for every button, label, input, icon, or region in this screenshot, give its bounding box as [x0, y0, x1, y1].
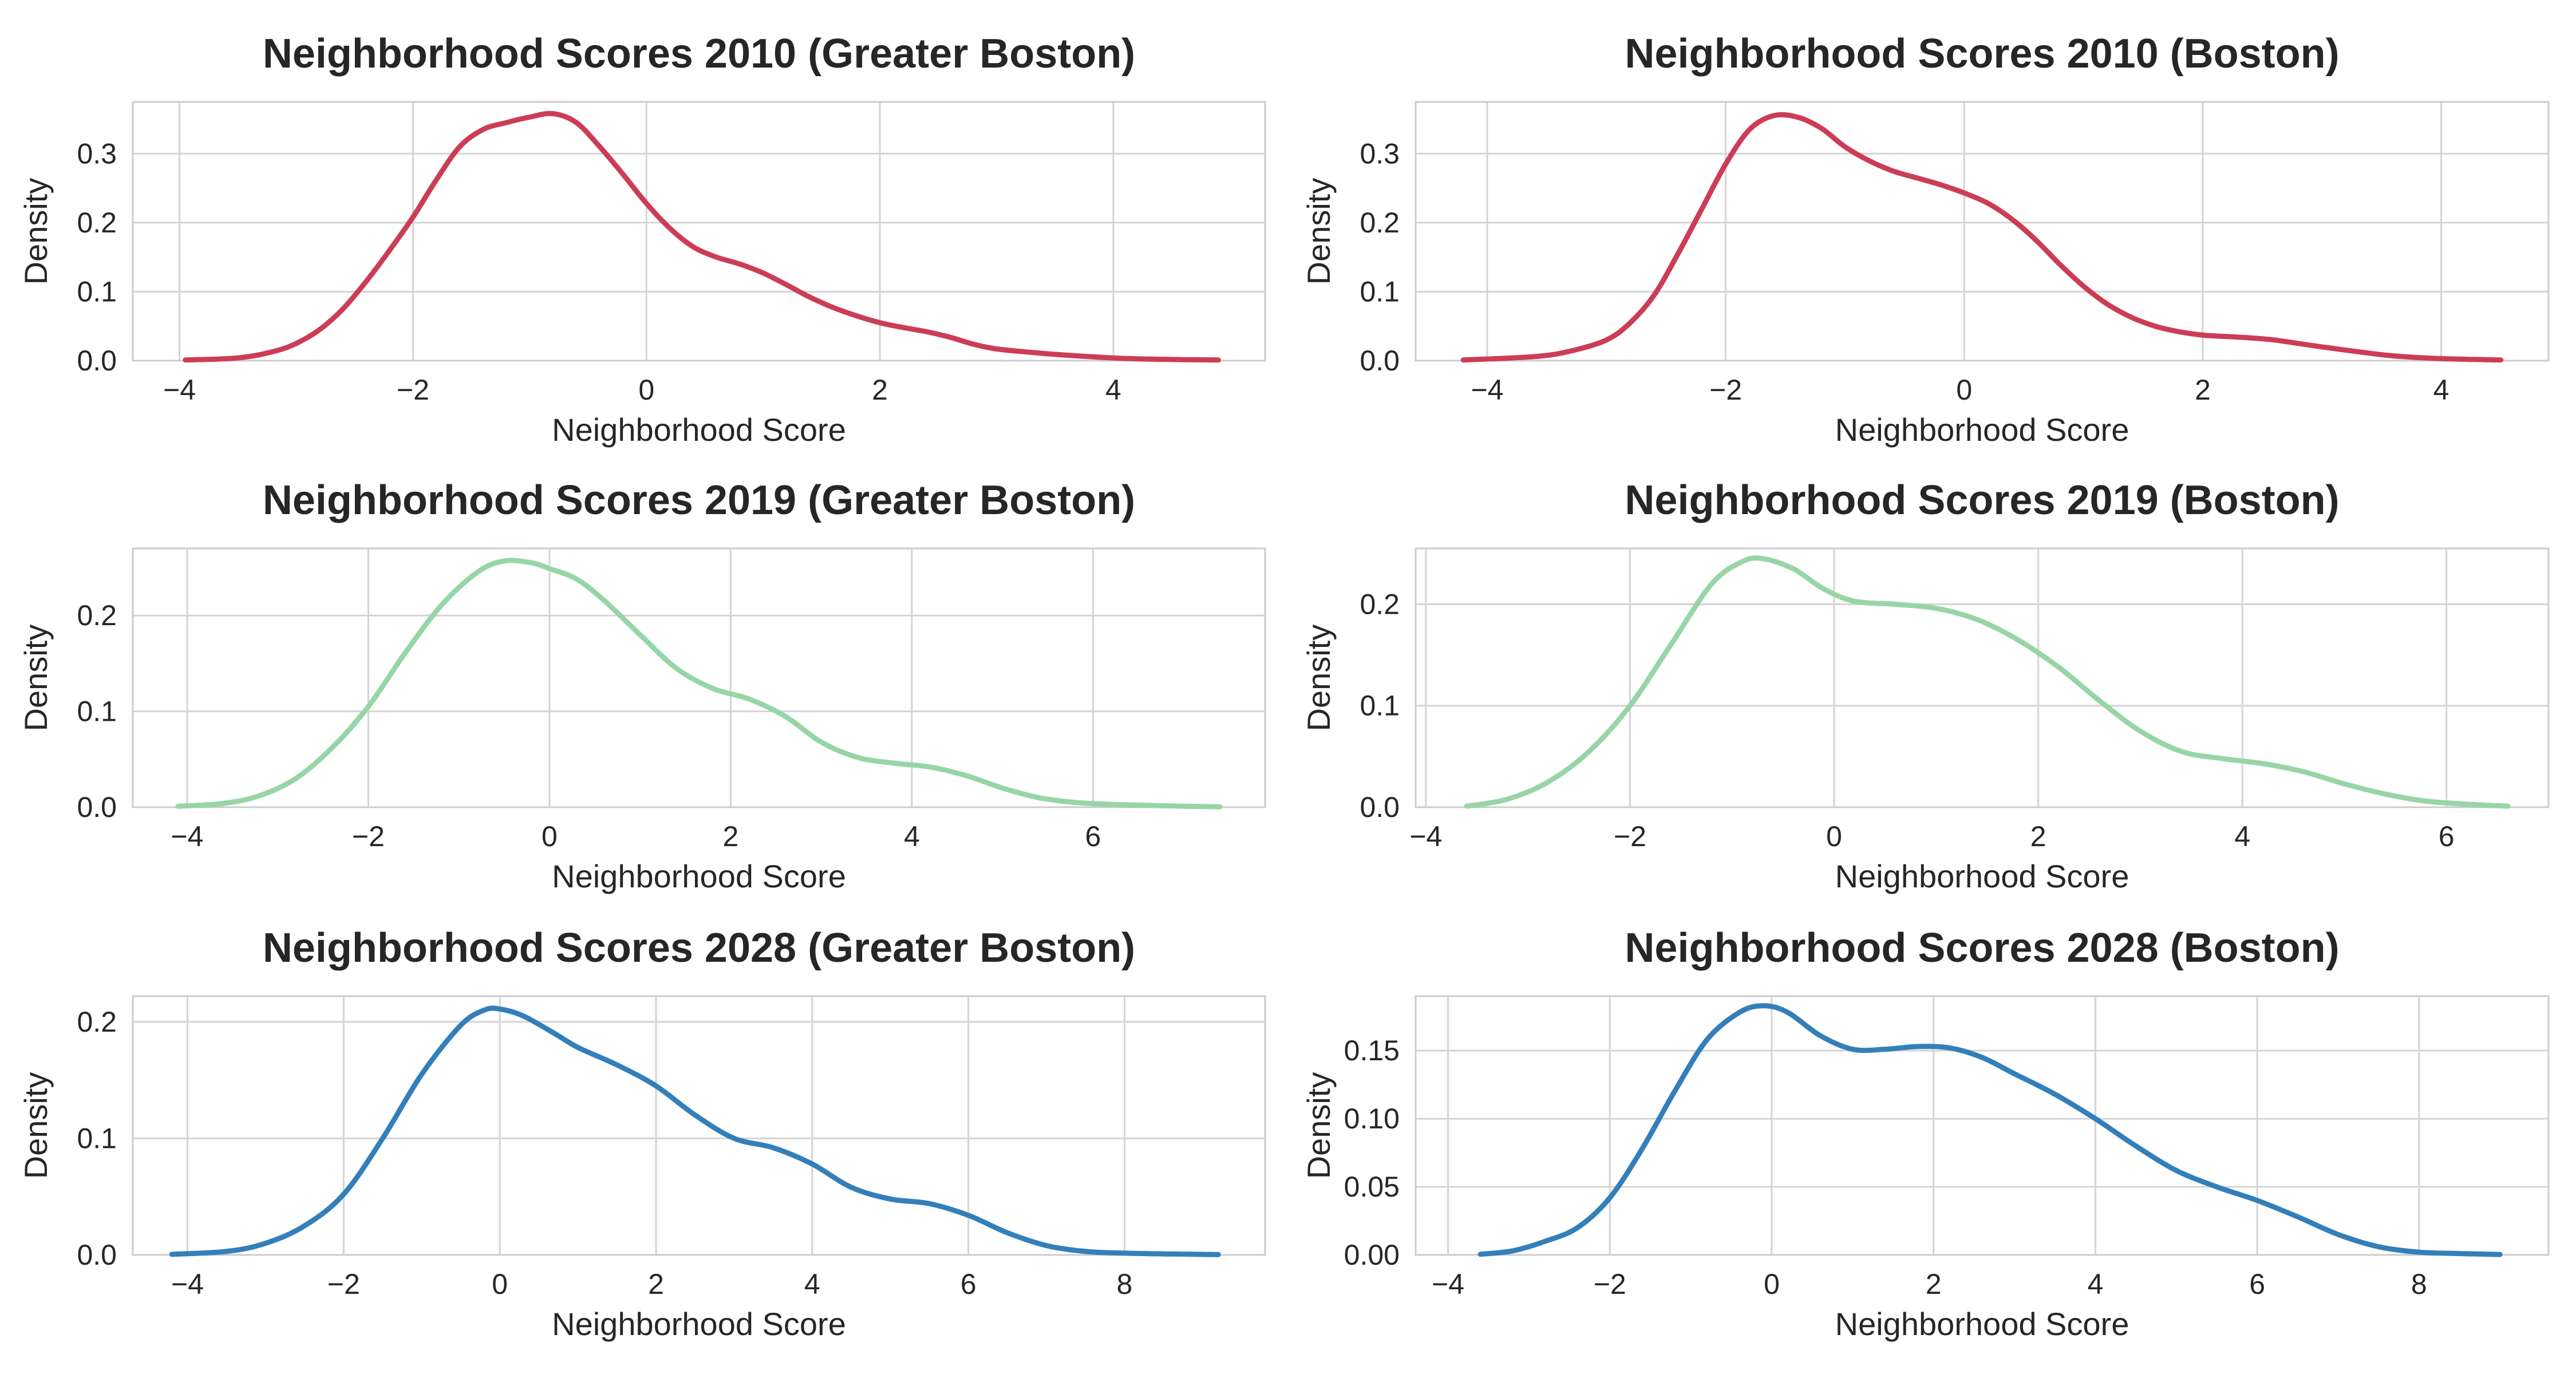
- x-tick-label: 2: [722, 820, 738, 852]
- chart-title: Neighborhood Scores 2028 (Greater Boston…: [263, 925, 1135, 971]
- y-tick-label: 0.3: [77, 137, 117, 169]
- chart-title: Neighborhood Scores 2010 (Boston): [1625, 31, 2339, 77]
- y-axis-label: Density: [1301, 625, 1337, 732]
- panel-2: −4 −2 0 2 4 0.0 0.1 0.2 0.3 Neighborhood Scores 2…: [1301, 31, 2550, 448]
- y-tick-label: 0.1: [1360, 690, 1400, 722]
- y-tick-label: 0.0: [77, 345, 117, 377]
- axes-frame: [1415, 101, 2550, 362]
- x-tick-label: 0: [492, 1268, 508, 1300]
- x-tick-label: 4: [904, 820, 920, 852]
- panel-1: −4 −2 0 2 4 0.0 0.1 0.2 0.3 Neighborhood Scores 2…: [18, 31, 1266, 448]
- density-curve: [183, 110, 1221, 363]
- axes-frame: [1415, 995, 2550, 1256]
- y-tick-label: 0.1: [77, 275, 117, 307]
- y-tick-label: 0.00: [1344, 1239, 1400, 1271]
- x-tick-label: −2: [1594, 1268, 1626, 1300]
- axes-frame: [1415, 547, 2550, 808]
- y-tick-label: 0.2: [77, 207, 117, 239]
- x-tick-label: 2: [2030, 820, 2046, 852]
- y-tick-label: 0.0: [77, 1239, 117, 1271]
- x-tick-label: −4: [163, 374, 196, 406]
- y-axis-label: Density: [1301, 178, 1337, 285]
- y-tick-label: 0.1: [1360, 275, 1400, 307]
- y-tick-label: 0.0: [77, 791, 117, 823]
- x-axis-label: Neighborhood Score: [1835, 412, 2129, 448]
- x-tick-label: 8: [2411, 1268, 2427, 1300]
- chart-title: Neighborhood Scores 2019 (Boston): [1625, 477, 2339, 523]
- y-tick-label: 0.15: [1344, 1035, 1400, 1067]
- x-tick-label: −4: [1409, 820, 1442, 852]
- y-tick-label: 0.0: [1360, 791, 1400, 823]
- y-axis-label: Density: [18, 178, 54, 285]
- panel-5: −4 −2 0 2 4 6 8 0.0 0.1 0.2 Neighborhood Scores 20…: [18, 925, 1266, 1342]
- x-tick-label: −4: [171, 1268, 204, 1300]
- axes-frame: [132, 995, 1266, 1256]
- y-tick-label: 0.10: [1344, 1103, 1400, 1135]
- x-tick-label: 0: [638, 374, 654, 406]
- y-tick-label: 0.3: [1360, 137, 1400, 169]
- x-tick-label: 8: [1117, 1268, 1133, 1300]
- panel-3: −4 −2 0 2 4 6 0.0 0.1 0.2 Neighborhood Scores 201…: [18, 477, 1266, 894]
- x-tick-label: 0: [542, 820, 558, 852]
- x-tick-label: −2: [352, 820, 385, 852]
- y-tick-label: 0.2: [1360, 588, 1400, 620]
- density-curve: [1460, 112, 2504, 363]
- y-axis-label: Density: [18, 1072, 54, 1179]
- x-tick-label: −2: [327, 1268, 360, 1300]
- x-tick-label: 6: [2439, 820, 2455, 852]
- x-tick-label: 0: [1826, 820, 1842, 852]
- density-curve: [1464, 555, 2511, 809]
- x-tick-label: 2: [648, 1268, 664, 1300]
- density-curve: [175, 558, 1223, 810]
- x-tick-label: 4: [1105, 374, 1121, 406]
- x-tick-label: 6: [2249, 1268, 2265, 1300]
- panel-6: −4 −2 0 2 4 6 8 0.00 0.05 0.10 0.15 Neighborhood Sc…: [1301, 925, 2550, 1342]
- x-tick-label: −2: [1614, 820, 1646, 852]
- x-axis-label: Neighborhood Score: [552, 412, 846, 448]
- x-tick-label: 2: [1926, 1268, 1942, 1300]
- chart-title: Neighborhood Scores 2019 (Greater Boston…: [263, 477, 1135, 523]
- x-tick-label: 6: [961, 1268, 977, 1300]
- x-tick-label: 4: [2234, 820, 2250, 852]
- x-tick-label: −4: [1471, 374, 1503, 406]
- x-tick-label: −2: [1709, 374, 1742, 406]
- x-tick-label: 0: [1956, 374, 1972, 406]
- x-tick-label: 4: [2087, 1268, 2103, 1300]
- y-tick-label: 0.2: [77, 1006, 117, 1038]
- x-tick-label: 4: [804, 1268, 820, 1300]
- x-tick-label: 2: [872, 374, 888, 406]
- x-tick-label: 6: [1085, 820, 1101, 852]
- x-tick-label: −4: [1432, 1268, 1464, 1300]
- x-tick-label: 4: [2433, 374, 2449, 406]
- density-curve: [169, 1005, 1221, 1257]
- x-tick-label: −2: [397, 374, 429, 406]
- chart-title: Neighborhood Scores 2028 (Boston): [1625, 925, 2339, 971]
- panel-4: −4 −2 0 2 4 6 0.0 0.1 0.2 Neighborhood Scores 201…: [1301, 477, 2550, 894]
- x-axis-label: Neighborhood Score: [1835, 1306, 2129, 1342]
- x-tick-label: 2: [2195, 374, 2211, 406]
- axes-frame: [132, 547, 1266, 808]
- y-axis-label: Density: [1301, 1072, 1337, 1179]
- y-tick-label: 0.05: [1344, 1171, 1400, 1203]
- x-tick-label: −4: [171, 820, 203, 852]
- x-tick-label: 0: [1764, 1268, 1780, 1300]
- x-axis-label: Neighborhood Score: [1835, 858, 2129, 894]
- density-curve: [1477, 1003, 2503, 1257]
- chart-title: Neighborhood Scores 2010 (Greater Boston…: [263, 31, 1135, 77]
- y-tick-label: 0.0: [1360, 345, 1400, 377]
- y-tick-label: 0.1: [77, 1122, 117, 1154]
- y-tick-label: 0.2: [77, 599, 117, 631]
- x-axis-label: Neighborhood Score: [552, 858, 846, 894]
- y-axis-label: Density: [18, 625, 54, 732]
- x-axis-label: Neighborhood Score: [552, 1306, 846, 1342]
- y-tick-label: 0.2: [1360, 207, 1400, 239]
- y-tick-label: 0.1: [77, 696, 117, 728]
- axes-frame: [132, 101, 1266, 362]
